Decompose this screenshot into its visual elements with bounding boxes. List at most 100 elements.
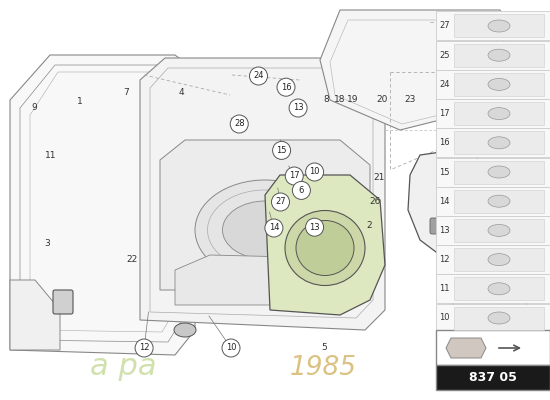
Text: 11: 11 (45, 152, 56, 160)
Text: 17: 17 (289, 172, 300, 180)
FancyBboxPatch shape (430, 218, 484, 234)
Text: 5: 5 (322, 344, 327, 352)
Text: 17: 17 (439, 109, 450, 118)
Ellipse shape (285, 210, 365, 286)
Text: 7: 7 (124, 88, 129, 97)
Circle shape (293, 181, 310, 199)
Text: 4: 4 (179, 88, 184, 97)
FancyBboxPatch shape (436, 187, 550, 216)
Text: eu: eu (10, 162, 261, 338)
FancyBboxPatch shape (436, 216, 550, 245)
Ellipse shape (223, 201, 307, 259)
Polygon shape (498, 285, 528, 320)
FancyBboxPatch shape (454, 219, 544, 242)
Text: 16: 16 (439, 138, 450, 147)
Polygon shape (140, 58, 385, 330)
Ellipse shape (296, 220, 354, 276)
FancyBboxPatch shape (436, 12, 550, 40)
Text: 22: 22 (126, 256, 138, 264)
Text: a pa: a pa (90, 352, 157, 381)
FancyBboxPatch shape (454, 306, 544, 330)
Circle shape (273, 141, 290, 159)
Text: 27: 27 (439, 22, 450, 30)
FancyBboxPatch shape (436, 365, 550, 390)
Text: 27: 27 (275, 198, 286, 206)
Circle shape (504, 291, 512, 299)
FancyBboxPatch shape (454, 248, 544, 271)
Ellipse shape (488, 20, 510, 32)
Ellipse shape (488, 78, 510, 90)
Text: 9: 9 (31, 103, 37, 112)
Text: 13: 13 (293, 104, 304, 112)
FancyBboxPatch shape (454, 102, 544, 125)
Text: 11: 11 (439, 284, 449, 293)
Circle shape (222, 339, 240, 357)
Text: 18: 18 (334, 96, 345, 104)
Text: 26: 26 (370, 197, 381, 206)
Text: 1985: 1985 (290, 355, 357, 381)
Polygon shape (10, 280, 60, 350)
Text: 13: 13 (309, 223, 320, 232)
Polygon shape (160, 140, 370, 290)
Polygon shape (415, 185, 504, 218)
Circle shape (135, 339, 153, 357)
FancyBboxPatch shape (436, 41, 550, 70)
Text: 13: 13 (439, 226, 450, 235)
Text: 14: 14 (268, 224, 279, 232)
Ellipse shape (488, 108, 510, 120)
FancyBboxPatch shape (454, 14, 544, 38)
Circle shape (306, 163, 323, 181)
FancyBboxPatch shape (436, 274, 550, 303)
Polygon shape (446, 338, 486, 358)
FancyBboxPatch shape (436, 70, 550, 99)
Text: 25: 25 (439, 51, 449, 60)
Polygon shape (448, 255, 520, 325)
Ellipse shape (488, 254, 510, 266)
Text: 28: 28 (234, 120, 245, 128)
Text: 23: 23 (404, 96, 415, 104)
Text: 12: 12 (139, 344, 150, 352)
Ellipse shape (174, 323, 196, 337)
Ellipse shape (488, 49, 510, 61)
Polygon shape (408, 148, 490, 255)
Ellipse shape (488, 137, 510, 149)
Polygon shape (10, 55, 195, 355)
Polygon shape (320, 10, 510, 130)
FancyBboxPatch shape (436, 158, 550, 186)
Text: 10: 10 (439, 314, 449, 322)
Ellipse shape (488, 283, 510, 295)
Text: 20: 20 (377, 96, 388, 104)
Circle shape (272, 193, 289, 211)
FancyBboxPatch shape (436, 245, 550, 274)
Circle shape (486, 291, 494, 299)
Ellipse shape (488, 166, 510, 178)
Text: 12: 12 (439, 255, 449, 264)
Text: 21: 21 (374, 174, 385, 182)
Text: 15: 15 (276, 146, 287, 155)
FancyBboxPatch shape (436, 99, 550, 128)
FancyBboxPatch shape (454, 44, 544, 67)
FancyBboxPatch shape (454, 190, 544, 213)
FancyBboxPatch shape (436, 128, 550, 157)
Circle shape (277, 78, 295, 96)
Circle shape (289, 99, 307, 117)
Circle shape (521, 291, 529, 299)
Text: 3: 3 (44, 240, 50, 248)
Text: 2: 2 (367, 221, 372, 230)
Text: 19: 19 (348, 96, 359, 104)
FancyBboxPatch shape (53, 290, 73, 314)
Ellipse shape (488, 312, 510, 324)
Text: 1: 1 (77, 98, 82, 106)
Ellipse shape (488, 195, 510, 207)
Polygon shape (175, 255, 355, 305)
FancyBboxPatch shape (454, 131, 544, 154)
Text: 837 05: 837 05 (469, 371, 517, 384)
FancyBboxPatch shape (454, 73, 544, 96)
Text: 16: 16 (280, 83, 292, 92)
Text: 6: 6 (299, 186, 304, 195)
Ellipse shape (195, 180, 335, 280)
Text: 24: 24 (439, 80, 449, 89)
FancyBboxPatch shape (454, 277, 544, 300)
FancyBboxPatch shape (454, 160, 544, 184)
Text: 10: 10 (226, 344, 236, 352)
